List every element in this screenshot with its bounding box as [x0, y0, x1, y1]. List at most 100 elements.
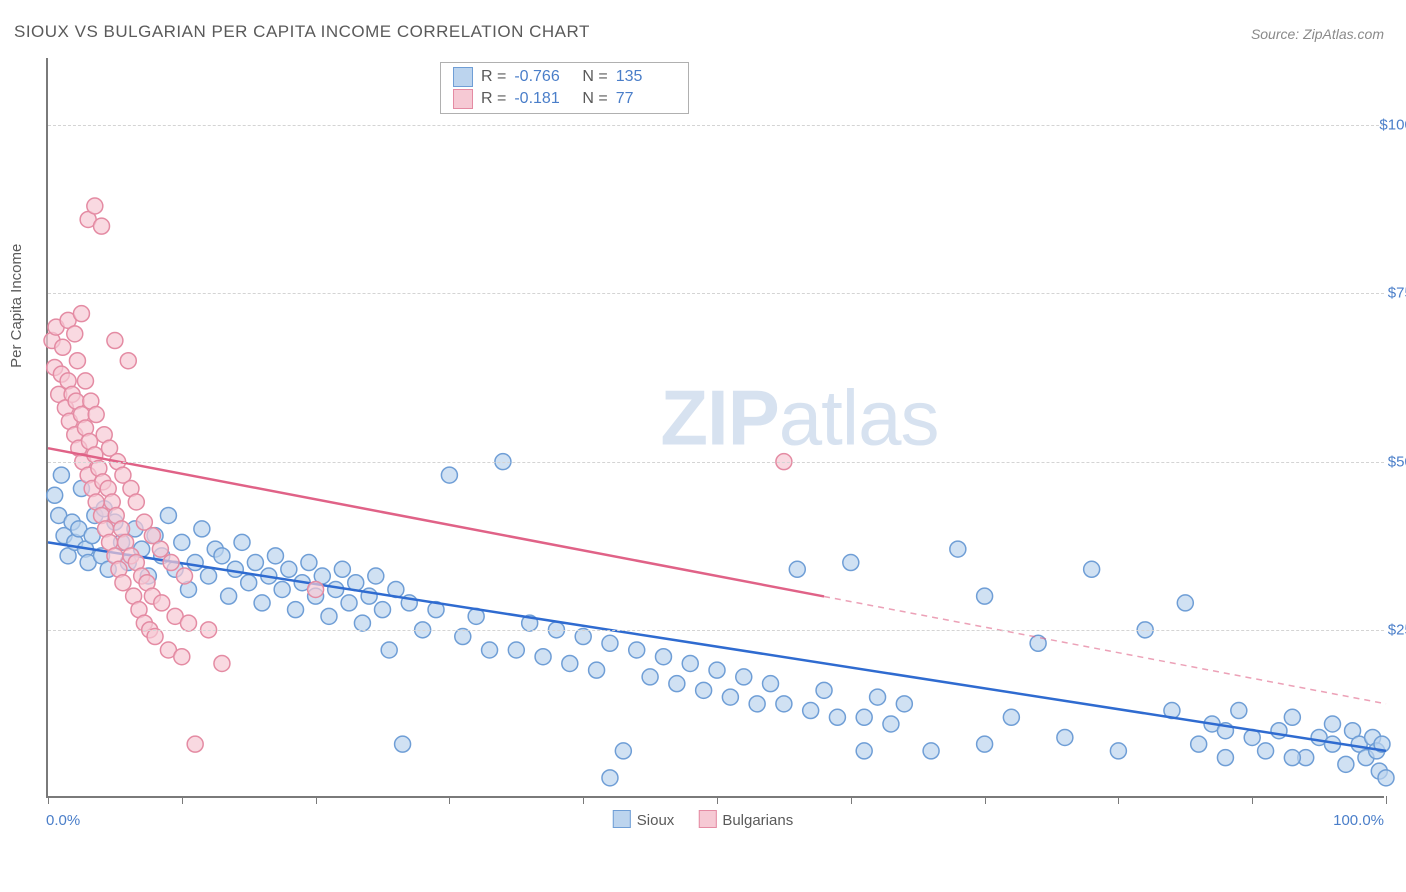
legend-item-sioux: Sioux — [613, 810, 675, 829]
data-point — [1324, 716, 1340, 732]
data-point — [77, 373, 93, 389]
x-tick — [985, 796, 986, 804]
legend-swatch-bulgarians — [698, 810, 716, 828]
data-point — [615, 743, 631, 759]
chart-svg — [48, 58, 1384, 796]
gridline — [48, 125, 1384, 126]
y-tick-label: $50,000 — [1372, 453, 1406, 470]
data-point — [669, 676, 685, 692]
data-point — [94, 218, 110, 234]
y-axis-title: Per Capita Income — [8, 244, 25, 368]
data-point — [629, 642, 645, 658]
data-point — [776, 696, 792, 712]
gridline — [48, 462, 1384, 463]
data-point — [816, 682, 832, 698]
data-point — [441, 467, 457, 483]
data-point — [128, 494, 144, 510]
data-point — [856, 709, 872, 725]
data-point — [655, 649, 671, 665]
data-point — [147, 629, 163, 645]
data-point — [843, 555, 859, 571]
data-point — [69, 353, 85, 369]
data-point — [115, 575, 131, 591]
x-tick — [1252, 796, 1253, 804]
data-point — [301, 555, 317, 571]
x-tick — [851, 796, 852, 804]
data-point — [176, 568, 192, 584]
legend-item-bulgarians: Bulgarians — [698, 810, 793, 829]
data-point — [187, 555, 203, 571]
data-point — [267, 548, 283, 564]
data-point — [174, 649, 190, 665]
data-point — [602, 770, 618, 786]
data-point — [152, 541, 168, 557]
stats-row-bulgarians: R = -0.181 N = 77 — [441, 88, 688, 110]
data-point — [214, 548, 230, 564]
stats-legend-box: R = -0.766 N = 135 R = -0.181 N = 77 — [440, 62, 689, 114]
data-point — [856, 743, 872, 759]
trend-line-extrapolated — [824, 596, 1386, 703]
stats-swatch-sioux — [453, 67, 473, 87]
data-point — [1284, 750, 1300, 766]
trend-line — [48, 542, 1386, 751]
data-point — [709, 662, 725, 678]
data-point — [1338, 756, 1354, 772]
data-point — [1231, 703, 1247, 719]
y-tick-label: $25,000 — [1372, 621, 1406, 638]
data-point — [977, 588, 993, 604]
plot-area: ZIPatlas $25,000$50,000$75,000$100,000 — [46, 58, 1384, 798]
y-tick-label: $100,000 — [1372, 117, 1406, 134]
data-point — [1191, 736, 1207, 752]
data-point — [642, 669, 658, 685]
data-point — [281, 561, 297, 577]
data-point — [1177, 595, 1193, 611]
gridline — [48, 630, 1384, 631]
data-point — [241, 575, 257, 591]
data-point — [1057, 729, 1073, 745]
data-point — [696, 682, 712, 698]
data-point — [977, 736, 993, 752]
data-point — [328, 581, 344, 597]
data-point — [455, 629, 471, 645]
data-point — [247, 555, 263, 571]
data-point — [381, 642, 397, 658]
y-tick-label: $75,000 — [1372, 285, 1406, 302]
data-point — [682, 655, 698, 671]
data-point — [722, 689, 738, 705]
data-point — [589, 662, 605, 678]
data-point — [288, 602, 304, 618]
x-tick — [48, 796, 49, 804]
data-point — [789, 561, 805, 577]
data-point — [482, 642, 498, 658]
data-point — [201, 568, 217, 584]
data-point — [896, 696, 912, 712]
data-point — [535, 649, 551, 665]
data-point — [1110, 743, 1126, 759]
data-point — [47, 487, 63, 503]
data-point — [274, 581, 290, 597]
data-point — [803, 703, 819, 719]
data-point — [214, 655, 230, 671]
x-tick — [182, 796, 183, 804]
data-point — [55, 339, 71, 355]
x-tick — [1118, 796, 1119, 804]
data-point — [87, 198, 103, 214]
data-point — [254, 595, 270, 611]
stats-swatch-bulgarians — [453, 89, 473, 109]
x-tick — [583, 796, 584, 804]
source-attribution: Source: ZipAtlas.com — [1251, 26, 1384, 42]
data-point — [73, 306, 89, 322]
x-tick — [717, 796, 718, 804]
data-point — [870, 689, 886, 705]
data-point — [1084, 561, 1100, 577]
chart-title: SIOUX VS BULGARIAN PER CAPITA INCOME COR… — [14, 22, 590, 42]
data-point — [194, 521, 210, 537]
gridline — [48, 293, 1384, 294]
data-point — [120, 353, 136, 369]
data-point — [53, 467, 69, 483]
legend-bottom: Sioux Bulgarians — [613, 810, 793, 829]
data-point — [575, 629, 591, 645]
data-point — [602, 635, 618, 651]
data-point — [736, 669, 752, 685]
x-tick — [316, 796, 317, 804]
